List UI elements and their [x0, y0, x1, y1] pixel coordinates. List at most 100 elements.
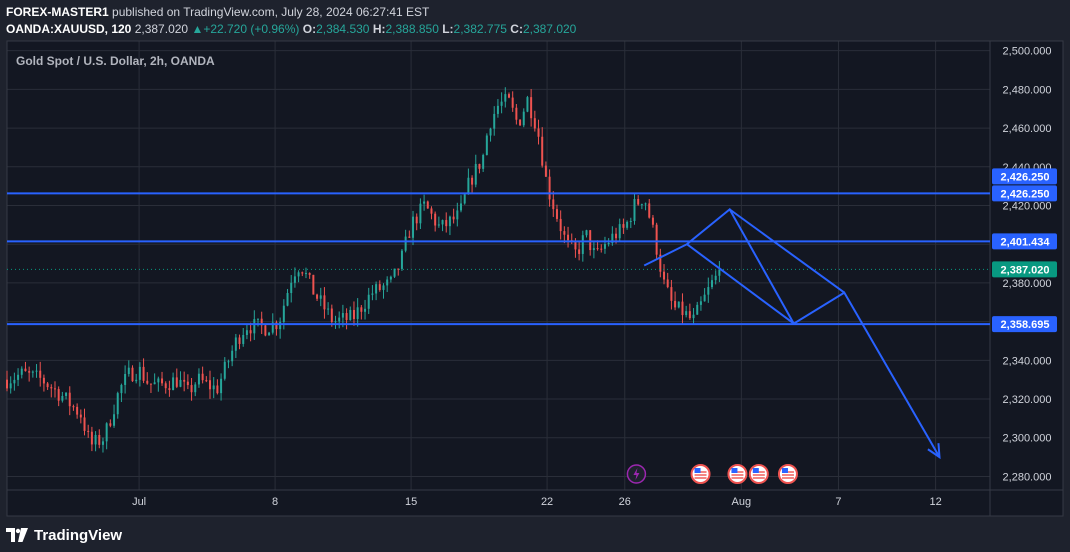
candle [360, 307, 363, 312]
candle [585, 230, 588, 236]
candle [389, 276, 392, 280]
candle [223, 361, 226, 379]
candle [61, 395, 64, 401]
footer-brand[interactable]: TradingView [6, 523, 122, 547]
y-tick-label: 2,460.000 [1003, 123, 1052, 135]
candle [378, 284, 381, 290]
candle [279, 321, 282, 330]
candle [271, 322, 274, 333]
projection-path[interactable] [643, 207, 941, 458]
candle [500, 101, 503, 106]
candle [615, 233, 618, 239]
candle [6, 379, 8, 389]
lightning-bolt-icon [633, 468, 640, 480]
candle [124, 373, 127, 385]
level-price-tag-bg [992, 316, 1057, 333]
candle [596, 248, 599, 250]
candle [456, 210, 459, 220]
candle [116, 393, 119, 415]
us-flag-event-icon[interactable] [690, 464, 711, 484]
level-price-tag: 2,401.434 [1001, 236, 1051, 248]
y-tick-label: 2,480.000 [1003, 84, 1052, 96]
candle [460, 203, 463, 211]
publisher-name[interactable]: FOREX-MASTER1 [6, 5, 109, 19]
candle [448, 216, 451, 227]
candle [109, 423, 112, 426]
candle [186, 381, 189, 386]
y-tick-label: 2,420.000 [1003, 201, 1052, 213]
candle [256, 318, 259, 320]
candle [633, 198, 636, 221]
candle [319, 295, 322, 299]
candle [13, 379, 16, 384]
candle [677, 301, 680, 308]
candle [138, 366, 141, 380]
candle [330, 308, 333, 322]
candle [434, 213, 437, 226]
candle [600, 248, 603, 250]
candle [352, 309, 355, 319]
candle [530, 97, 533, 119]
y-tick-label: 2,320.000 [1003, 394, 1052, 406]
candle [537, 128, 540, 137]
projection-leg[interactable] [686, 243, 795, 325]
candle [640, 204, 643, 206]
candle [437, 224, 440, 226]
candle [316, 294, 319, 299]
candle [264, 325, 267, 336]
open-label: O: [302, 22, 317, 36]
candle [127, 367, 130, 374]
candle [496, 105, 499, 114]
candle [356, 307, 359, 319]
flag-canton [694, 468, 701, 473]
x-tick-label: 12 [929, 496, 941, 508]
publisher-line: FOREX-MASTER1 published on TradingView.c… [6, 5, 429, 19]
last-price-tag: 2,387.020 [1001, 264, 1050, 276]
high-value: 2,388.850 [385, 22, 439, 36]
candle [711, 280, 714, 288]
candle [201, 373, 204, 381]
candle [463, 194, 466, 204]
level-price-tag: 2,358.695 [1001, 319, 1050, 331]
candle [301, 272, 304, 274]
us-flag-event-icon[interactable] [727, 464, 748, 484]
candle [467, 177, 470, 195]
candle [345, 313, 348, 321]
candle [72, 406, 75, 408]
candle [526, 97, 529, 112]
candle [190, 385, 193, 393]
us-flag-event-icon[interactable] [777, 464, 798, 484]
candle [482, 154, 485, 169]
candle [581, 235, 584, 254]
candle [197, 373, 200, 385]
candle [629, 220, 632, 222]
candle [375, 284, 378, 294]
us-flag-event-icon[interactable] [748, 464, 769, 484]
candle [707, 287, 710, 295]
y-tick-label: 2,280.000 [1003, 471, 1052, 483]
candle [50, 387, 53, 389]
tradingview-logo-icon [6, 528, 28, 542]
candle [87, 430, 90, 432]
y-tick-label: 2,300.000 [1003, 433, 1052, 445]
candle [135, 379, 138, 382]
candle [382, 285, 385, 290]
candle [17, 374, 20, 380]
candle [578, 249, 581, 254]
candle [563, 231, 566, 235]
candle [618, 224, 621, 239]
candle [644, 203, 647, 205]
candle [304, 273, 307, 275]
projection-leg[interactable] [729, 208, 845, 294]
candle [253, 319, 256, 334]
candle [183, 379, 186, 382]
candle [323, 295, 326, 310]
flag-canton [752, 468, 759, 473]
symbol-name[interactable]: OANDA:XAUUSD, 120 [6, 22, 132, 36]
candle [90, 431, 93, 445]
candle [105, 423, 108, 442]
candle [101, 441, 104, 445]
candle [371, 293, 374, 295]
candle [408, 236, 411, 238]
